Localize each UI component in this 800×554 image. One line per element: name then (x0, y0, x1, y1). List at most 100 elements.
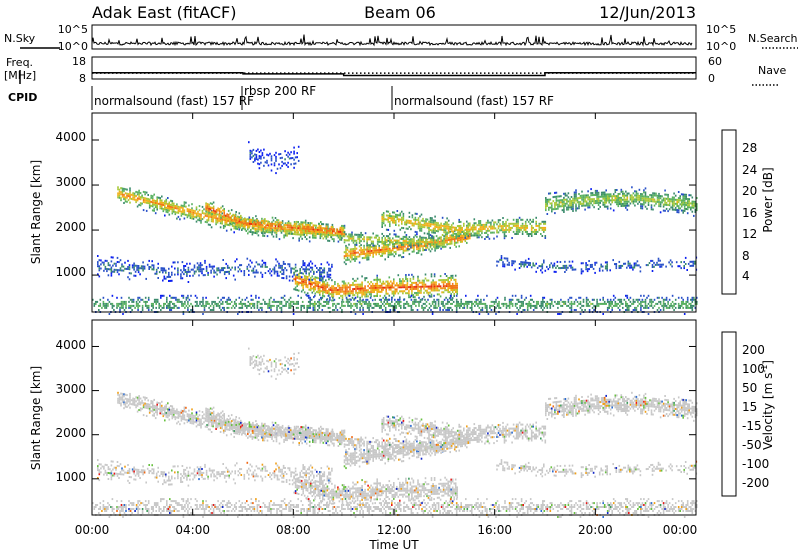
power-echo (620, 198, 623, 201)
power-echo (459, 240, 462, 243)
power-echo (427, 309, 429, 311)
power-echo (378, 298, 381, 301)
power-echo (233, 302, 236, 305)
power-echo (122, 313, 124, 315)
power-echo (358, 289, 360, 292)
power-echo (472, 230, 474, 233)
power-echo (381, 250, 383, 253)
power-echo (180, 277, 182, 280)
power-echo (198, 213, 201, 216)
power-echo (298, 233, 300, 236)
power-echo (527, 263, 530, 266)
power-echo (363, 300, 366, 303)
power-echo (418, 279, 421, 282)
power-echo (335, 289, 338, 292)
power-echo (179, 210, 181, 213)
power-echo (393, 243, 396, 245)
power-echo (448, 309, 450, 311)
power-echo (395, 241, 397, 244)
power-echo (448, 285, 451, 287)
power-echo (423, 241, 426, 243)
power-echo (437, 247, 439, 249)
power-echo (329, 276, 332, 279)
power-echo (624, 262, 627, 265)
power-echo (446, 223, 448, 226)
power-echo (677, 201, 680, 204)
power-echo (266, 227, 269, 229)
power-echo (165, 277, 167, 280)
power-echo (389, 239, 391, 242)
power-echo (244, 220, 247, 223)
power-echo (297, 159, 300, 162)
power-echo (363, 302, 366, 305)
power-echo (149, 266, 152, 269)
power-panel: 1000 2000 3000 4000 Slant Range [km] (29, 112, 698, 315)
power-echo (159, 205, 161, 208)
power-echo (208, 209, 210, 212)
power-echo (295, 229, 298, 231)
power-echo (185, 298, 188, 301)
power-echo (320, 233, 322, 236)
power-echo (192, 274, 194, 277)
power-echo (283, 236, 285, 239)
power-echo (657, 257, 660, 260)
power-echo (229, 302, 231, 305)
power-echo (247, 224, 250, 227)
power-echo (647, 264, 649, 267)
power-echo (320, 278, 323, 281)
power-echo (299, 235, 302, 238)
power-echo (379, 290, 381, 293)
power-echo (384, 237, 386, 240)
power-echo (237, 223, 239, 226)
power-echo (222, 218, 225, 221)
power-echo (246, 304, 248, 307)
power-echo (440, 247, 442, 250)
power-echo (193, 272, 196, 275)
power-echo (407, 238, 409, 241)
power-echo (396, 245, 399, 248)
power-echo (435, 245, 438, 248)
power-echo (292, 302, 295, 305)
power-echo (339, 232, 341, 235)
power-echo (494, 227, 497, 230)
power-echo (454, 274, 457, 277)
power-echo (134, 270, 137, 273)
power-echo (227, 302, 230, 305)
power-echo (171, 202, 174, 205)
power-echo (222, 269, 224, 272)
power-echo (437, 245, 439, 248)
power-echo (389, 233, 391, 236)
power-echo (453, 284, 455, 287)
power-echo (548, 200, 550, 203)
power-echo (443, 243, 445, 246)
power-echo (660, 263, 663, 266)
power-echo (93, 302, 96, 305)
power-echo (588, 202, 591, 205)
power-echo (458, 239, 460, 242)
power-echo (341, 233, 343, 236)
power-echo (655, 202, 657, 205)
power-echo (487, 233, 489, 236)
power-echo (375, 247, 377, 250)
power-echo (377, 278, 380, 281)
power-echo (569, 198, 571, 201)
power-echo (98, 267, 101, 270)
power-echo (405, 247, 408, 250)
power-echo (220, 267, 223, 270)
power-echo (433, 285, 436, 288)
power-echo (566, 194, 568, 197)
power-echo (161, 201, 163, 204)
power-echo (469, 222, 471, 225)
power-echo (385, 248, 388, 251)
power-echo (527, 261, 530, 264)
power-echo (376, 243, 379, 246)
power-echo (455, 233, 457, 235)
power-echo (467, 230, 470, 233)
power-echo (612, 209, 615, 212)
power-echo (395, 300, 398, 303)
power-echo (367, 248, 370, 251)
power-echo (275, 159, 277, 162)
power-echo (422, 217, 424, 220)
power-echo (226, 306, 228, 309)
power-echo (151, 201, 154, 204)
